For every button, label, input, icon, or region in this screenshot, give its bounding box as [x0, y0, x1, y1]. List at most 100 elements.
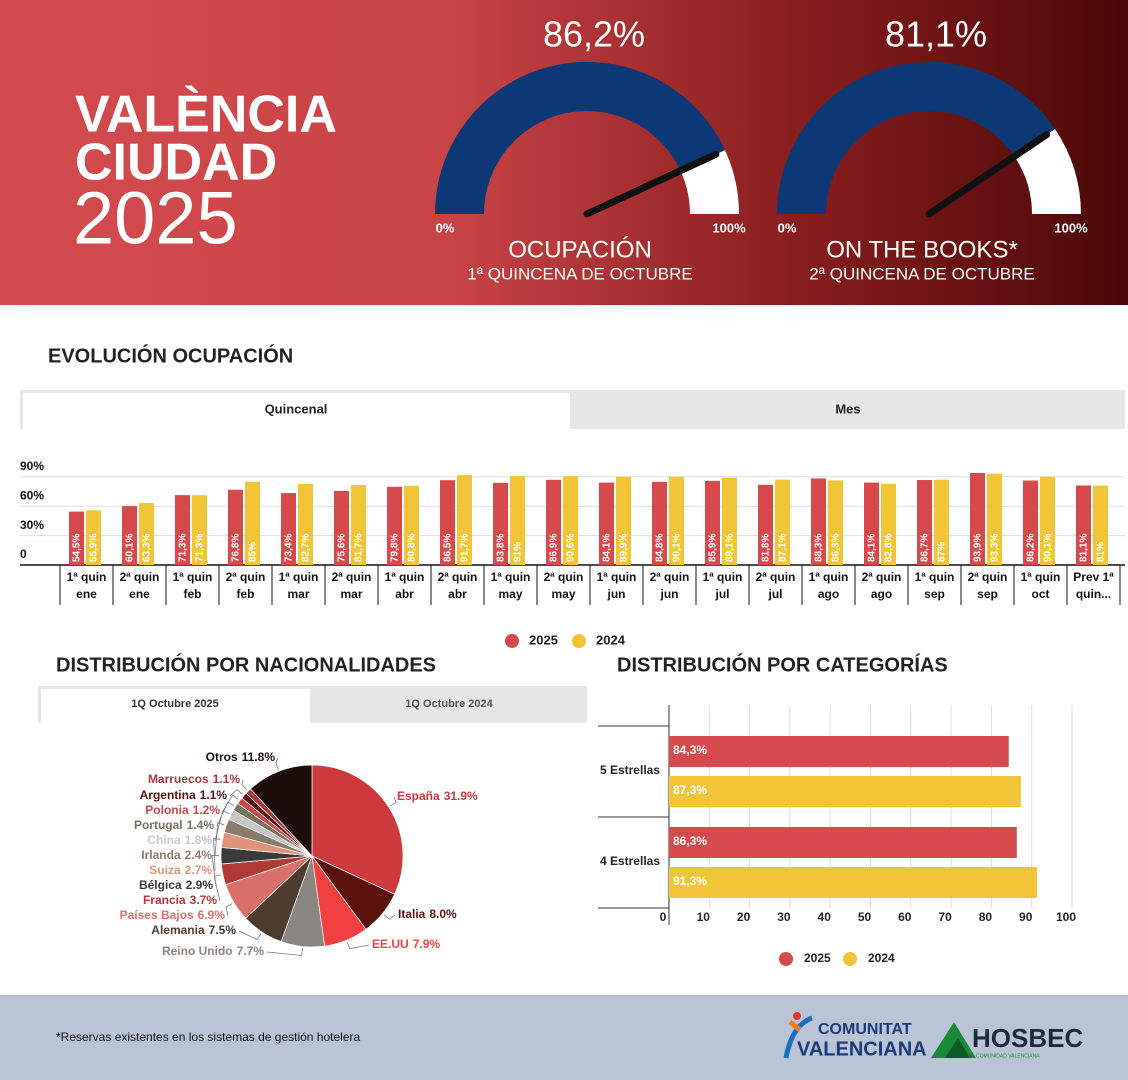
bar	[705, 480, 720, 565]
bar	[387, 486, 402, 565]
x-tick-label: 100	[1056, 910, 1076, 924]
x-tick-label: 90	[1019, 910, 1033, 924]
tab[interactable]: Mes	[835, 401, 860, 416]
bar	[245, 481, 260, 565]
gauge-needle	[583, 150, 720, 218]
gauge-value: 81,1%	[885, 14, 987, 55]
bar-value-label: 81%	[1096, 542, 1107, 562]
x-tick-label: 1ª quin abr	[384, 570, 425, 601]
header-band	[0, 0, 1128, 305]
bar	[775, 479, 790, 565]
bar	[122, 506, 137, 565]
y-tick-label: 90%	[20, 459, 44, 473]
x-tick-label: 1ª quin jul	[702, 570, 743, 601]
bar-value-label: 75,6%	[337, 534, 348, 562]
bar-value-label: 79,8%	[390, 534, 401, 562]
gauge-fill	[435, 61, 725, 214]
bar-value-label: 89,9%	[619, 534, 630, 562]
bar	[599, 482, 614, 565]
title-line: CIUDAD	[75, 134, 277, 192]
bar	[758, 484, 773, 565]
x-tick-label: 1ª quin mar	[278, 570, 319, 601]
x-tick-label: 1ª quin may	[490, 570, 531, 601]
x-tick-label: 1ª quin ene	[66, 570, 107, 601]
bar	[139, 502, 154, 565]
slice-name: China	[147, 833, 181, 847]
bar-value-label: 54,5%	[72, 534, 83, 562]
bar	[546, 479, 561, 565]
x-tick-label: Prev 1ª quin...	[1073, 570, 1114, 601]
x-tick-label: 1ª quin ago	[808, 570, 849, 601]
tab-active[interactable]	[23, 393, 570, 429]
bar-value-label: 84,1%	[867, 534, 878, 562]
x-tick-label: 2ª quin jun	[649, 570, 690, 601]
bar	[1076, 485, 1091, 565]
x-tick-label: 50	[858, 910, 872, 924]
x-tick-label: 40	[818, 910, 832, 924]
slice-value: 3.7%	[190, 893, 218, 907]
bar	[281, 493, 296, 565]
slice-label: Países Bajos 6.9%	[120, 908, 226, 922]
gauge-fill	[777, 62, 1055, 215]
slice-name: Argentina	[140, 788, 196, 802]
bar-value-label: 90,1%	[1043, 534, 1054, 562]
bar-value-label: 88,3%	[814, 534, 825, 562]
leader-line	[225, 903, 233, 917]
bar	[440, 480, 455, 565]
slice-label: Portugal 1.4%	[134, 818, 214, 832]
bar-value-label: 81,8%	[761, 534, 772, 562]
bar	[934, 479, 949, 565]
legend-label: 2025	[804, 951, 831, 965]
slice-label: Irlanda 2.4%	[141, 848, 212, 862]
leader-line	[383, 914, 396, 920]
bar-value-label: 90,1%	[672, 534, 683, 562]
y-tick-label: 30%	[20, 518, 44, 532]
legend-swatch	[779, 952, 793, 966]
slice-label: Marruecos 1.1%	[148, 772, 240, 786]
bar	[298, 483, 313, 565]
logo-text: VALENCIANA	[797, 1038, 927, 1060]
x-tick-label: 80	[979, 910, 993, 924]
legend-swatch	[843, 952, 857, 966]
x-tick-label: 2ª quin abr	[437, 570, 478, 601]
leader-line	[211, 855, 220, 887]
slice-name: Irlanda	[141, 848, 181, 862]
slice-label: China 1.8%	[147, 833, 212, 847]
bar-value-label: 85%	[248, 542, 259, 562]
gauge-tick-label: 0%	[436, 220, 455, 235]
tab[interactable]: Quincenal	[265, 401, 328, 416]
bar-value-label: 63,3%	[142, 534, 153, 562]
slice-value: 11.8%	[242, 750, 276, 764]
bar-value-label: 87%	[937, 542, 948, 562]
y-tick-label: 4 Estrellas	[600, 854, 660, 868]
gauge-title: OCUPACIÓN	[508, 236, 652, 263]
section-title: DISTRIBUCIÓN POR NACIONALIDADES	[56, 652, 436, 676]
x-tick-label: 10	[697, 910, 711, 924]
title-year: 2025	[73, 177, 238, 260]
legend-label: 2024	[868, 951, 895, 965]
slice-name: Francia	[143, 893, 186, 907]
slice-value: 2.7%	[185, 863, 213, 877]
slice-value: 7.7%	[237, 944, 265, 958]
leader-line	[213, 837, 221, 872]
slice-label: Polonia 1.2%	[145, 803, 220, 817]
bar	[493, 482, 508, 565]
gauge-tick-label: 0%	[778, 220, 797, 235]
legend-label: 2025	[529, 632, 558, 647]
bar	[228, 489, 243, 565]
x-tick-label: 2ª quin feb	[225, 570, 266, 601]
x-tick-label: 2ª quin ago	[861, 570, 902, 601]
gauge-needle	[925, 131, 1051, 218]
slice-label: Argentina 1.1%	[140, 788, 228, 802]
tab[interactable]: 1Q Octubre 2024	[405, 698, 493, 710]
tab-active[interactable]	[41, 689, 310, 723]
tab[interactable]: 1Q Octubre 2025	[131, 698, 218, 710]
bar	[510, 475, 525, 565]
slice-value: 1.1%	[200, 788, 228, 802]
slice-label: Alemania 7.5%	[151, 923, 236, 937]
slice-label: Italia 8.0%	[398, 907, 457, 921]
slice-name: EE.UU	[372, 937, 409, 951]
footer-band	[0, 995, 1128, 1080]
bar-value-label: 55,9%	[89, 534, 100, 562]
x-tick-label: 30	[777, 910, 791, 924]
